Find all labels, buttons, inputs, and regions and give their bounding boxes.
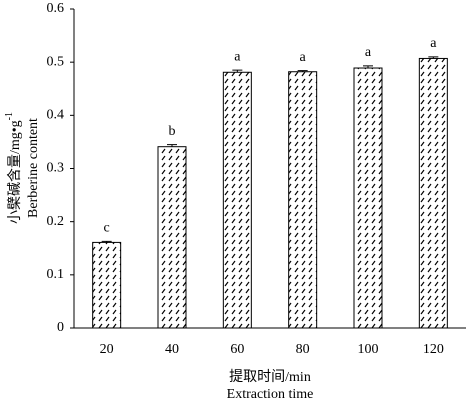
x-axis-label: 提取时间/min: [229, 369, 311, 385]
bar: [157, 146, 187, 329]
significance-letter: a: [234, 49, 241, 64]
y-axis-label-sup: -1: [4, 112, 15, 120]
y-tick-label: 0.1: [47, 267, 65, 282]
bar: [92, 241, 122, 329]
bar: [288, 71, 318, 329]
error-bar: [363, 65, 373, 69]
x-tick-label: 80: [296, 342, 310, 357]
error-bar: [232, 69, 243, 73]
bar: [418, 57, 448, 329]
significance-letter: c: [104, 221, 110, 236]
y-tick-label: 0.5: [47, 54, 65, 69]
y-tick-label: 0.4: [47, 108, 65, 123]
y-axis-label-en: Berberine content: [26, 118, 41, 218]
bar: [222, 71, 252, 329]
y-axis-label-text: 小檗碱含量/mg•g: [7, 120, 23, 224]
error-bar: [101, 240, 112, 243]
y-tick-label: 0.3: [47, 161, 65, 176]
x-tick-label: 40: [165, 342, 179, 357]
y-axis-label: 小檗碱含量/mg•g-1: [4, 112, 23, 224]
x-tick-label: 120: [423, 342, 444, 357]
error-bar: [167, 144, 177, 147]
error-bar: [297, 70, 308, 72]
bar: [353, 67, 383, 329]
error-bar: [428, 56, 439, 59]
y-tick-label: 0: [57, 320, 64, 335]
x-axis-label-en: Extraction time: [227, 387, 314, 402]
x-tick-label: 100: [358, 342, 379, 357]
y-tick-label: 0.6: [47, 1, 65, 16]
y-tick-label: 0.2: [47, 214, 65, 229]
significance-letter: a: [430, 36, 437, 51]
x-tick-label: 60: [230, 342, 244, 357]
significance-letter: a: [300, 50, 307, 65]
x-tick-label: 20: [100, 342, 114, 357]
significance-letter: b: [169, 124, 176, 139]
significance-letter: a: [365, 45, 372, 60]
